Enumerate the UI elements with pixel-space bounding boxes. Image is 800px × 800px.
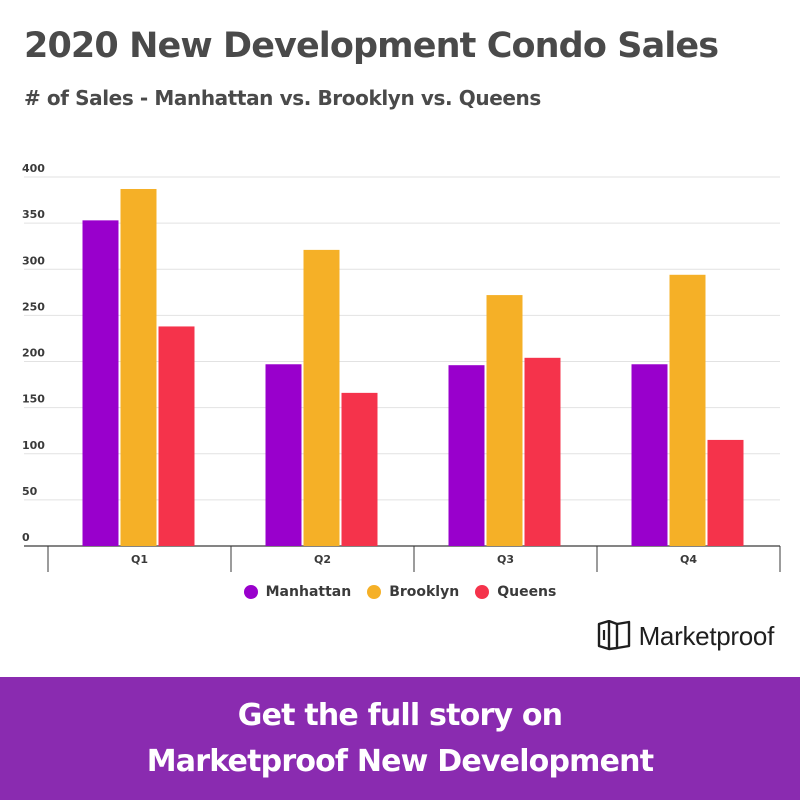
x-tick-label-q1: Q1 — [131, 553, 148, 566]
bar-queens-q3 — [524, 357, 561, 546]
bar-queens-q2 — [341, 392, 378, 546]
chart-legend: Manhattan Brooklyn Queens — [0, 584, 800, 600]
legend-label-queens: Queens — [497, 584, 557, 600]
y-tick-label-300: 300 — [22, 254, 45, 267]
legend-swatch-queens — [475, 585, 490, 599]
legend-swatch-brooklyn — [367, 585, 382, 599]
legend-label-brooklyn: Brooklyn — [389, 584, 460, 600]
bar-chart: 0 50 100 150 200 250 300 350 400 Q1 Q2 Q3 Q4 — [22, 162, 781, 572]
y-tick-label-350: 350 — [22, 208, 45, 221]
chart-title: 2020 New Development Condo Sales — [24, 26, 719, 66]
x-tick-label-q4: Q4 — [680, 553, 697, 566]
legend-item-manhattan: Manhattan — [243, 584, 352, 600]
legend-label-manhattan: Manhattan — [265, 584, 352, 600]
y-tick-label-150: 150 — [22, 393, 45, 406]
y-tick-label-0: 0 — [22, 531, 30, 544]
y-tick-label-100: 100 — [22, 439, 45, 452]
legend-item-brooklyn: Brooklyn — [367, 584, 459, 600]
y-tick-label-400: 400 — [22, 162, 45, 175]
legend-swatch-manhattan — [243, 585, 258, 599]
y-tick-label-50: 50 — [22, 485, 38, 498]
brand-logo[interactable]: Marketproof — [597, 620, 774, 652]
marketproof-logo-icon — [597, 620, 630, 651]
bar-brooklyn-q1 — [120, 188, 157, 546]
bar-manhattan-q1 — [82, 220, 119, 547]
y-tick-label-200: 200 — [22, 347, 45, 360]
bar-brooklyn-q2 — [303, 249, 340, 546]
bar-brooklyn-q4 — [669, 274, 706, 546]
x-tick-label-q3: Q3 — [497, 553, 514, 566]
cta-line-2: Marketproof New Development — [146, 743, 654, 779]
bar-brooklyn-q3 — [486, 295, 523, 546]
y-tick-label-250: 250 — [22, 300, 45, 313]
bar-manhattan-q2 — [265, 364, 302, 546]
chart-subtitle: # of Sales - Manhattan vs. Brooklyn vs. … — [24, 86, 541, 110]
legend-item-queens: Queens — [475, 584, 556, 600]
cta-line-1: Get the full story on — [237, 697, 563, 733]
cta-banner[interactable]: Get the full story on Marketproof New De… — [0, 677, 800, 800]
bar-queens-q1 — [158, 326, 195, 546]
bar-manhattan-q4 — [631, 364, 668, 546]
brand-name: Marketproof — [638, 620, 775, 651]
x-tick-label-q2: Q2 — [314, 553, 331, 566]
bar-queens-q4 — [707, 439, 744, 546]
bar-manhattan-q3 — [448, 365, 485, 546]
